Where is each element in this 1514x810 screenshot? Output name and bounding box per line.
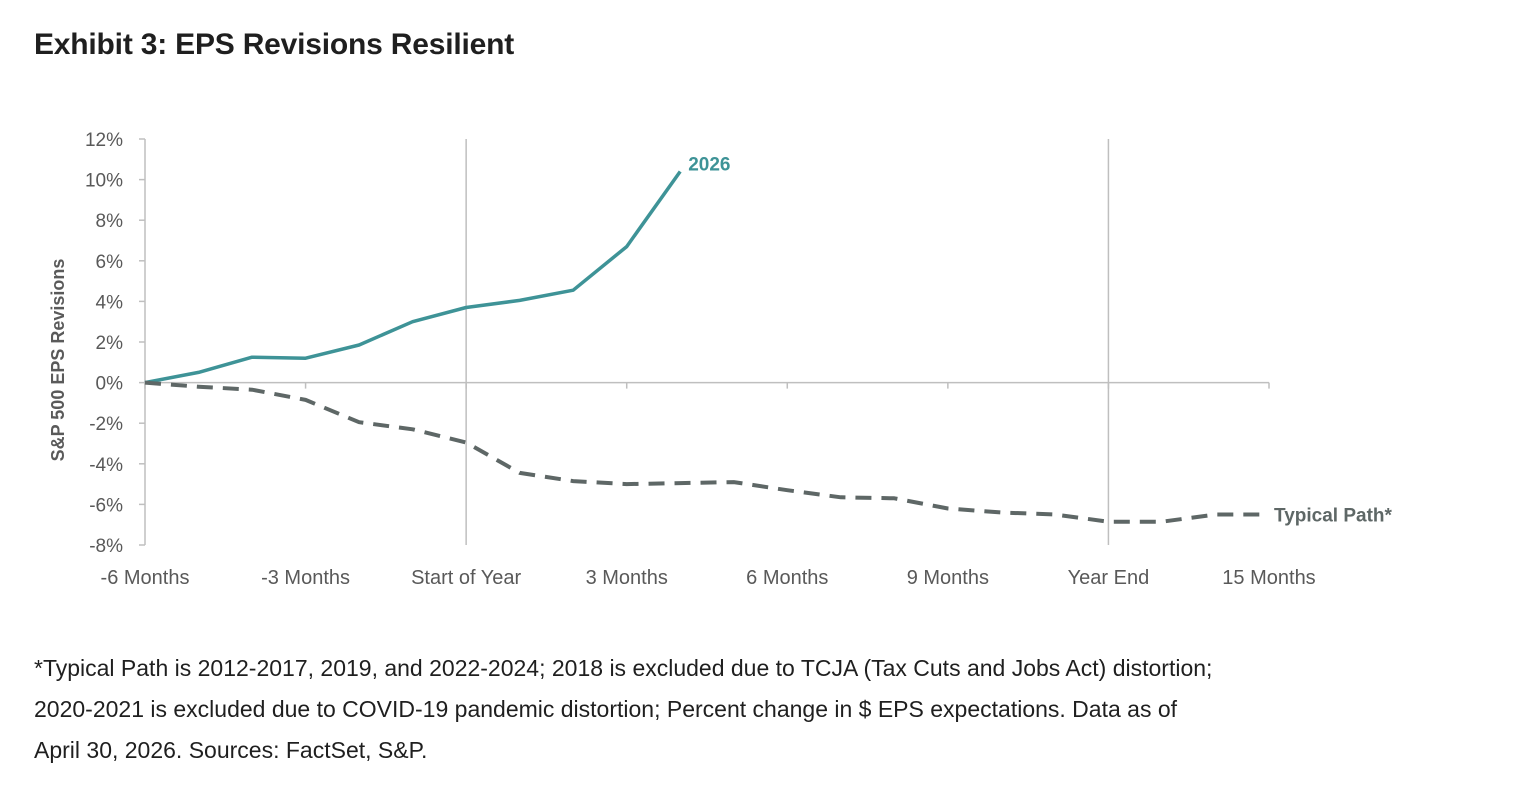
footnote: *Typical Path is 2012-2017, 2019, and 20… [34, 648, 1474, 771]
exhibit-title: Exhibit 3: EPS Revisions Resilient [34, 28, 515, 61]
y-tick-label: -4% [89, 455, 123, 476]
y-tick-label: 12% [85, 130, 123, 151]
x-tick-label: 15 Months [1222, 567, 1315, 589]
y-tick-label: 6% [96, 252, 124, 273]
y-tick-label: 2% [96, 333, 124, 354]
x-tick-label: -3 Months [261, 567, 350, 589]
y-tick-label: 4% [96, 292, 124, 313]
x-tick-label: 9 Months [907, 567, 989, 589]
y-tick-label: 10% [85, 171, 123, 192]
series-line-0 [144, 170, 682, 385]
y-tick-label: 0% [96, 374, 124, 395]
series-label-2026: 2026 [688, 154, 730, 175]
y-tick-label: 8% [96, 211, 124, 232]
x-tick-label: 6 Months [746, 567, 828, 589]
eps-revisions-chart: 12% 10% 8% 6% 4% 2% 0% -2% -4% -6% -8% -6 Months -3 … [48, 130, 1393, 589]
series-label-typical-path: Typical Path* [1274, 506, 1393, 527]
series-line-1 [144, 380, 1269, 524]
x-tick-label: Year End [1068, 567, 1150, 589]
y-axis-label: S&P 500 EPS Revisions [48, 259, 68, 462]
footnote-line-3: April 30, 2026. Sources: FactSet, S&P. [34, 737, 428, 763]
x-tick-label: -6 Months [101, 567, 190, 589]
footnote-line-2: 2020-2021 is excluded due to COVID-19 pa… [34, 696, 1178, 722]
y-tick-label: -2% [89, 414, 123, 435]
footnote-line-1: *Typical Path is 2012-2017, 2019, and 20… [34, 655, 1213, 681]
x-tick-label: Start of Year [411, 567, 521, 589]
x-tick-label: 3 Months [586, 567, 668, 589]
y-tick-label: -6% [89, 495, 123, 516]
y-tick-label: -8% [89, 536, 123, 557]
